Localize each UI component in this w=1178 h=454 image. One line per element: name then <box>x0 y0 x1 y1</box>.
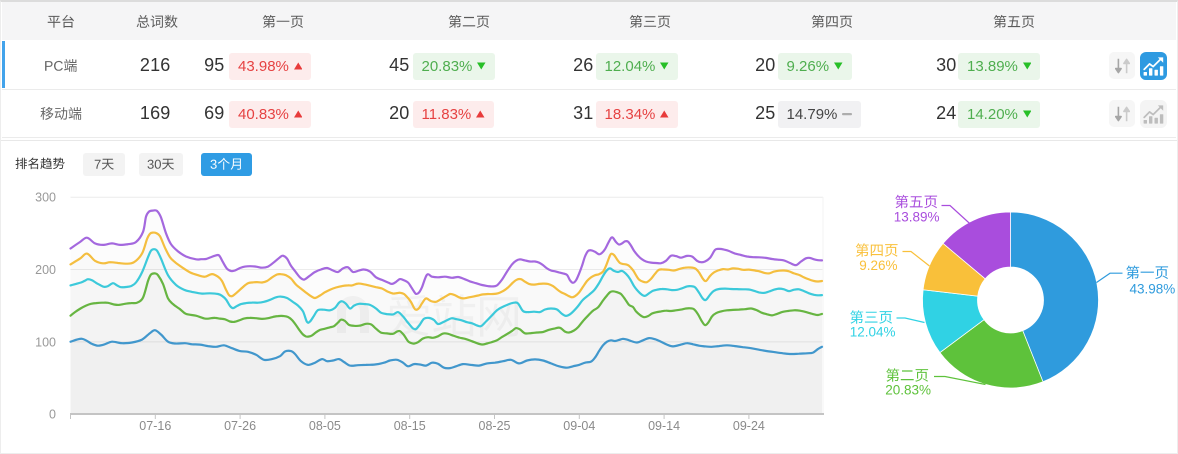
svg-text:07-16: 07-16 <box>139 419 171 433</box>
svg-text:09-24: 09-24 <box>733 419 765 433</box>
svg-text:9.26%: 9.26% <box>859 258 897 273</box>
svg-text:08-25: 08-25 <box>479 419 511 433</box>
svg-text:12.04%: 12.04% <box>850 325 896 340</box>
svg-text:100: 100 <box>35 335 56 349</box>
svg-text:43.98%: 43.98% <box>1130 282 1176 297</box>
svg-text:09-04: 09-04 <box>563 419 595 433</box>
svg-text:07-26: 07-26 <box>224 419 256 433</box>
svg-text:300: 300 <box>35 191 56 205</box>
svg-text:20.83%: 20.83% <box>885 383 931 398</box>
svg-text:08-15: 08-15 <box>394 419 426 433</box>
svg-text:200: 200 <box>35 263 56 277</box>
svg-text:09-14: 09-14 <box>648 419 680 433</box>
svg-text:08-05: 08-05 <box>309 419 341 433</box>
svg-text:0: 0 <box>49 408 56 422</box>
svg-text:13.89%: 13.89% <box>894 210 940 225</box>
